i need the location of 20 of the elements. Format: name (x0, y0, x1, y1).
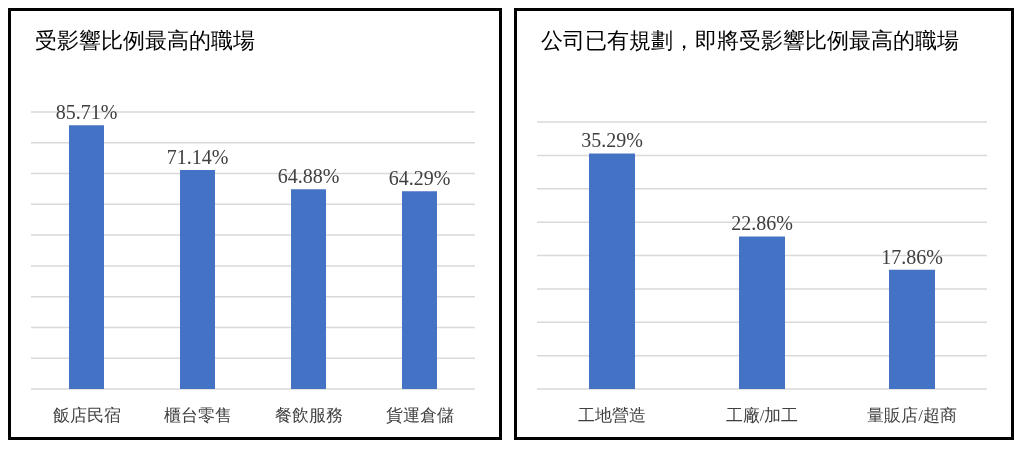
data-label: 22.86% (731, 212, 793, 235)
x-tick-label: 工廠/加工 (725, 406, 799, 426)
data-label: 64.29% (388, 167, 451, 190)
x-tick-label: 貨運倉儲 (385, 406, 454, 426)
data-label: 35.29% (581, 129, 643, 152)
bar (402, 191, 437, 389)
x-tick-label: 量販店/超商 (867, 406, 957, 426)
x-tick-label: 工地營造 (578, 406, 646, 426)
x-tick-label: 櫃台零售 (163, 406, 232, 426)
chart-title: 公司已有規劃，即將受影響比例最高的職場 (541, 27, 960, 55)
data-label: 71.14% (166, 146, 229, 169)
x-tick-label: 餐飲服務 (274, 406, 343, 426)
chart-title: 受影響比例最高的職場 (35, 27, 256, 55)
x-tick-label: 飯店民宿 (52, 406, 121, 426)
data-label: 17.86% (881, 245, 943, 268)
data-label: 85.71% (55, 101, 118, 124)
bar (69, 125, 104, 389)
bar (291, 189, 326, 389)
bar (180, 170, 215, 389)
data-label: 64.88% (277, 165, 340, 188)
